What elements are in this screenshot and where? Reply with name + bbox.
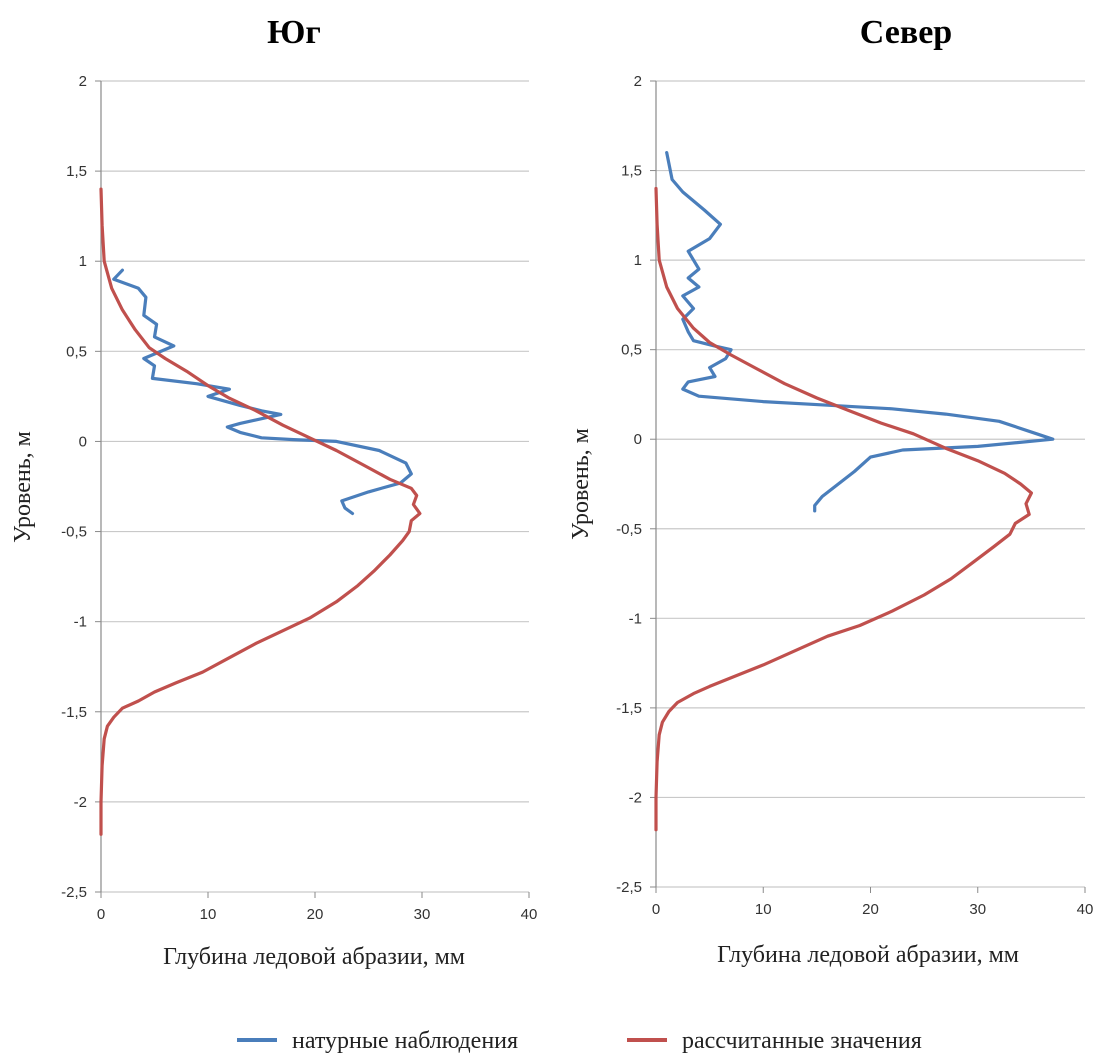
x-tick-label: 20 [862, 901, 879, 918]
y-tick-label: 1,5 [621, 163, 642, 180]
x-tick-label: 30 [414, 906, 431, 923]
y-tick-label: -1 [629, 610, 642, 627]
y-tick-label: 2 [79, 73, 87, 90]
legend-label: натурные наблюдения [292, 1028, 518, 1054]
y-tick-label: 0,5 [66, 343, 87, 360]
y-tick-label: 0 [79, 433, 87, 450]
y-tick-label: -2 [74, 794, 87, 811]
y-axis-title: Уровень, м [568, 428, 594, 540]
y-tick-label: 2 [634, 73, 642, 90]
y-tick-label: -1,5 [61, 704, 87, 721]
x-tick-label: 10 [200, 906, 217, 923]
legend-label: рассчитанные значения [682, 1028, 922, 1054]
x-tick-label: 0 [652, 901, 660, 918]
x-tick-label: 0 [97, 906, 105, 923]
y-tick-label: -0,5 [61, 524, 87, 541]
x-tick-label: 20 [307, 906, 324, 923]
x-tick-label: 40 [521, 906, 538, 923]
x-tick-label: 40 [1077, 901, 1094, 918]
y-tick-label: 0,5 [621, 342, 642, 359]
y-tick-label: -0,5 [616, 521, 642, 538]
x-tick-label: 30 [969, 901, 986, 918]
x-axis-title: Глубина ледовой абразии, мм [163, 944, 465, 970]
y-tick-label: 0 [634, 431, 642, 448]
y-tick-label: -1,5 [616, 700, 642, 717]
y-tick-label: 1 [634, 252, 642, 269]
y-tick-label: 1,5 [66, 163, 87, 180]
observed-series-line [112, 268, 413, 516]
y-tick-label: -2,5 [616, 879, 642, 896]
calculated-series-line [654, 186, 1034, 832]
observed-series-line [665, 151, 1055, 513]
y-tick-label: -1 [74, 614, 87, 631]
calculated-series-line [99, 187, 422, 836]
x-axis-title: Глубина ледовой абразии, мм [717, 942, 1019, 968]
x-tick-label: 10 [755, 901, 772, 918]
y-axis-title: Уровень, м [10, 431, 36, 543]
y-tick-label: -2 [629, 789, 642, 806]
chart-title: Север [860, 14, 952, 51]
y-tick-label: -2,5 [61, 884, 87, 901]
chart-title: Юг [267, 14, 321, 51]
y-tick-label: 1 [79, 253, 87, 270]
